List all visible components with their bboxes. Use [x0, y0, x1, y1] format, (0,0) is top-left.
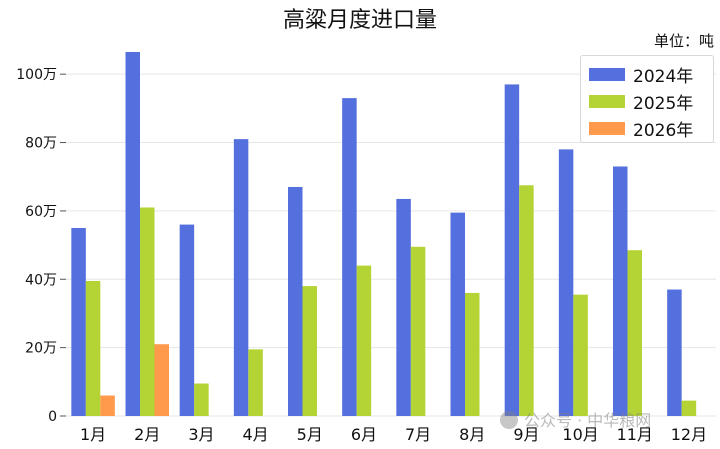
legend: 2024年 2025年 2026年: [580, 55, 714, 143]
bar-2024年-9月: [504, 84, 520, 416]
bar-2024年-10月: [558, 149, 574, 416]
x-tick-label: 4月: [242, 425, 268, 444]
bar-2025年-4月: [248, 349, 263, 416]
wechat-icon: [500, 411, 518, 429]
bar-2024年-2月: [125, 51, 140, 417]
legend-label-2026: 2026年: [633, 121, 694, 141]
y-tick-label: 80万: [25, 136, 57, 152]
x-tick-label: 11月: [617, 425, 653, 444]
x-tick-label: 12月: [671, 425, 707, 444]
y-tick-label: 20万: [25, 341, 57, 357]
x-tick-label: 6月: [351, 425, 377, 444]
legend-swatch-2025: [589, 95, 625, 108]
bar-2024年-7月: [396, 198, 411, 416]
chart-title: 高粱月度进口量: [282, 8, 437, 33]
bar-2025年-2月: [140, 207, 155, 416]
unit-label: 单位：吨: [653, 32, 714, 50]
bar-2024年-11月: [613, 166, 628, 416]
bar-2024年-6月: [342, 98, 357, 416]
bar-2024年-1月: [71, 228, 86, 416]
bar-2025年-3月: [194, 383, 209, 416]
bar-2025年-5月: [302, 286, 317, 416]
bar-2024年-5月: [288, 186, 303, 416]
y-tick-label: 40万: [25, 272, 57, 288]
bar-2025年-1月: [85, 280, 101, 416]
x-tick-label: 9月: [513, 425, 539, 444]
legend-swatch-2026: [589, 122, 625, 135]
x-tick-label: 10月: [562, 425, 598, 444]
x-tick-label: 2月: [134, 425, 160, 444]
watermark: 公众号 · 中华粮网: [500, 407, 651, 431]
bar-2024年-3月: [179, 224, 195, 416]
bar-2026年-1月: [100, 395, 115, 416]
x-tick-label: 3月: [188, 425, 214, 444]
bar-2025年-11月: [627, 250, 642, 416]
legend-label-2024: 2024年: [633, 67, 694, 87]
x-tick-label: 5月: [297, 425, 323, 444]
bar-2026年-2月: [154, 344, 169, 416]
legend-swatch-2024: [589, 68, 625, 81]
x-tick-label: 7月: [405, 425, 431, 444]
bar-2025年-10月: [573, 294, 588, 416]
bar-2025年-9月: [519, 185, 534, 416]
bar-2025年-6月: [356, 265, 372, 416]
y-tick-label: 60万: [25, 204, 57, 220]
bar-2024年-4月: [233, 139, 249, 417]
legend-item-2025: 2025年: [589, 88, 713, 115]
x-tick-label: 8月: [459, 425, 485, 444]
legend-label-2025: 2025年: [633, 94, 694, 114]
bar-2025年-8月: [465, 292, 480, 416]
bar-2024年-8月: [450, 212, 465, 416]
watermark-text: 公众号 · 中华粮网: [524, 411, 652, 430]
bar-2025年-7月: [410, 246, 426, 416]
x-tick-label: 1月: [80, 425, 106, 444]
y-tick-label: 100万: [16, 67, 57, 83]
bar-2025年-12月: [681, 400, 697, 416]
legend-item-2024: 2024年: [589, 61, 713, 88]
bar-2024年-12月: [667, 289, 682, 416]
y-tick-label: 0: [48, 409, 57, 425]
legend-item-2026: 2026年: [589, 115, 713, 142]
